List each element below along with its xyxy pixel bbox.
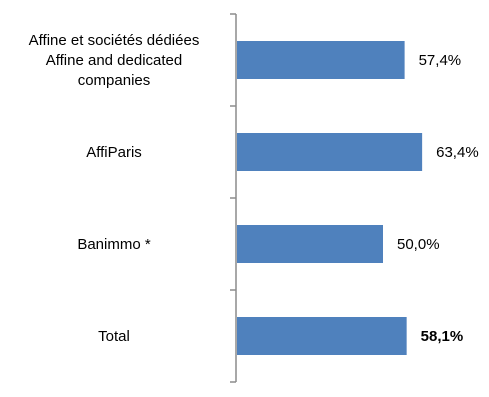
bar bbox=[237, 317, 407, 355]
category-label-line: Affine and dedicated bbox=[46, 52, 183, 69]
value-label: 50,0% bbox=[397, 236, 440, 253]
category-label: Affine et sociétés dédiées Affine and ded… bbox=[29, 32, 200, 89]
bar bbox=[237, 133, 423, 171]
bar bbox=[237, 225, 383, 263]
value-label: 63,4% bbox=[436, 144, 479, 161]
category-label-line: AffiParis bbox=[86, 144, 142, 161]
category-label-line: companies bbox=[78, 72, 151, 89]
value-label: 58,1% bbox=[421, 328, 464, 345]
value-label: 57,4% bbox=[419, 52, 462, 69]
category-label: Banimmo * bbox=[77, 236, 151, 253]
category-label-line: Total bbox=[98, 328, 130, 345]
category-label: Total bbox=[98, 328, 130, 345]
category-label: AffiParis bbox=[86, 144, 142, 161]
bar bbox=[237, 41, 405, 79]
category-label-line: Banimmo * bbox=[77, 236, 151, 253]
category-label-line: Affine et sociétés dédiées bbox=[29, 32, 200, 49]
